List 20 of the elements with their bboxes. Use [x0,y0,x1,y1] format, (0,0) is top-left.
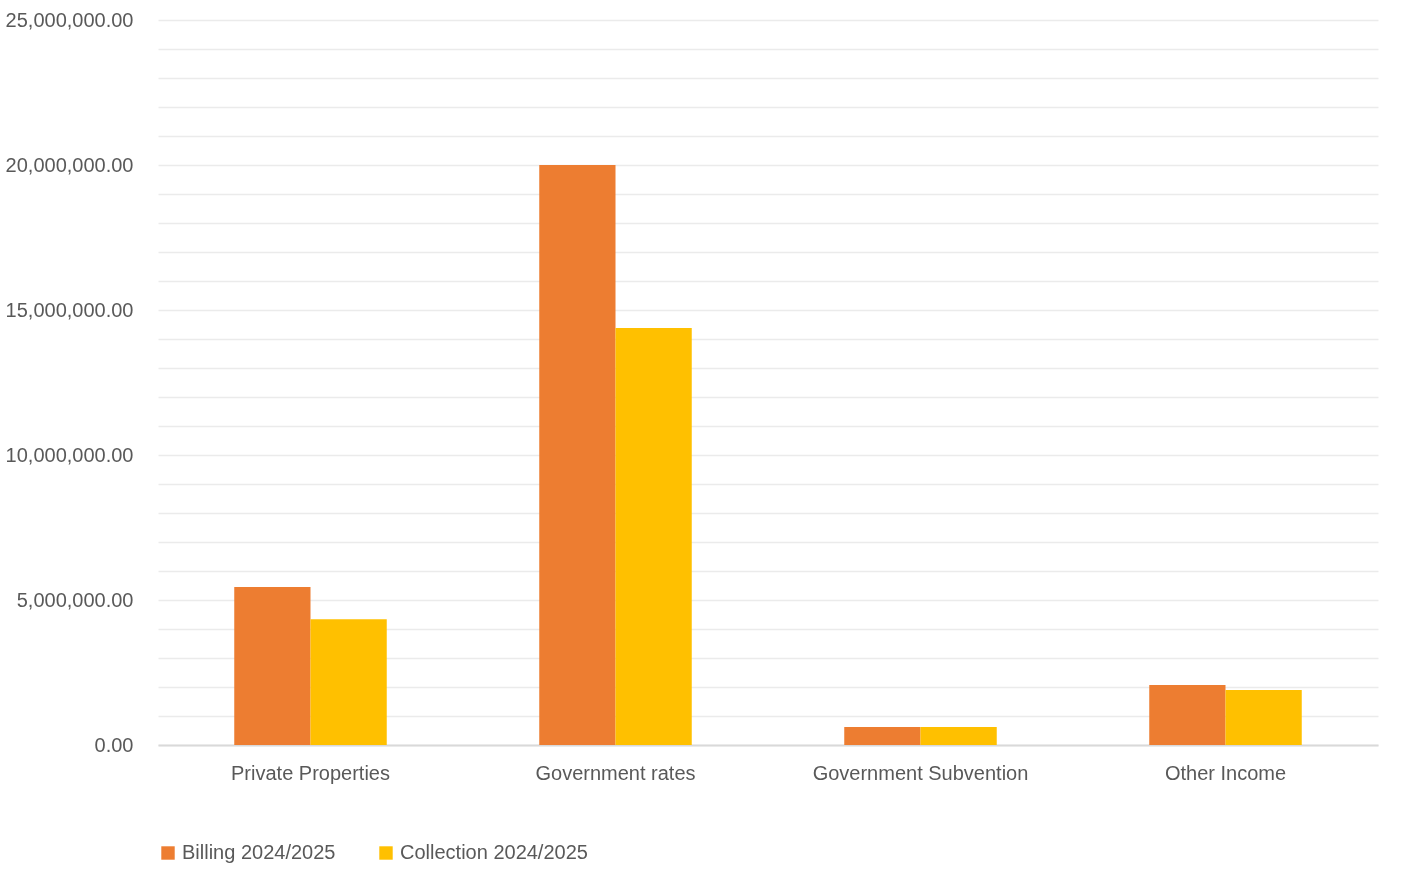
x-tick-label: Government rates [535,761,696,784]
y-tick-label: 20,000,000.00 [5,153,134,176]
bar [844,727,921,745]
bar [234,586,311,745]
bar [1149,684,1226,745]
bar [539,165,616,745]
y-tick-label: 10,000,000.00 [5,443,134,466]
legend-label: Collection 2024/2025 [400,841,588,863]
y-tick-label: 15,000,000.00 [5,298,134,321]
bar [920,727,997,745]
y-tick-label: 25,000,000.00 [5,8,134,31]
x-tick-label: Government Subvention [812,761,1029,784]
x-tick-label: Other Income [1164,761,1287,784]
bar [615,327,692,745]
legend-label: Billing 2024/2025 [182,841,336,863]
y-tick-label: 0.00 [94,733,134,756]
bar [1225,689,1302,745]
x-tick-label: Private Properties [231,761,390,784]
y-tick-label: 5,000,000.00 [16,588,134,611]
bar [310,619,387,745]
